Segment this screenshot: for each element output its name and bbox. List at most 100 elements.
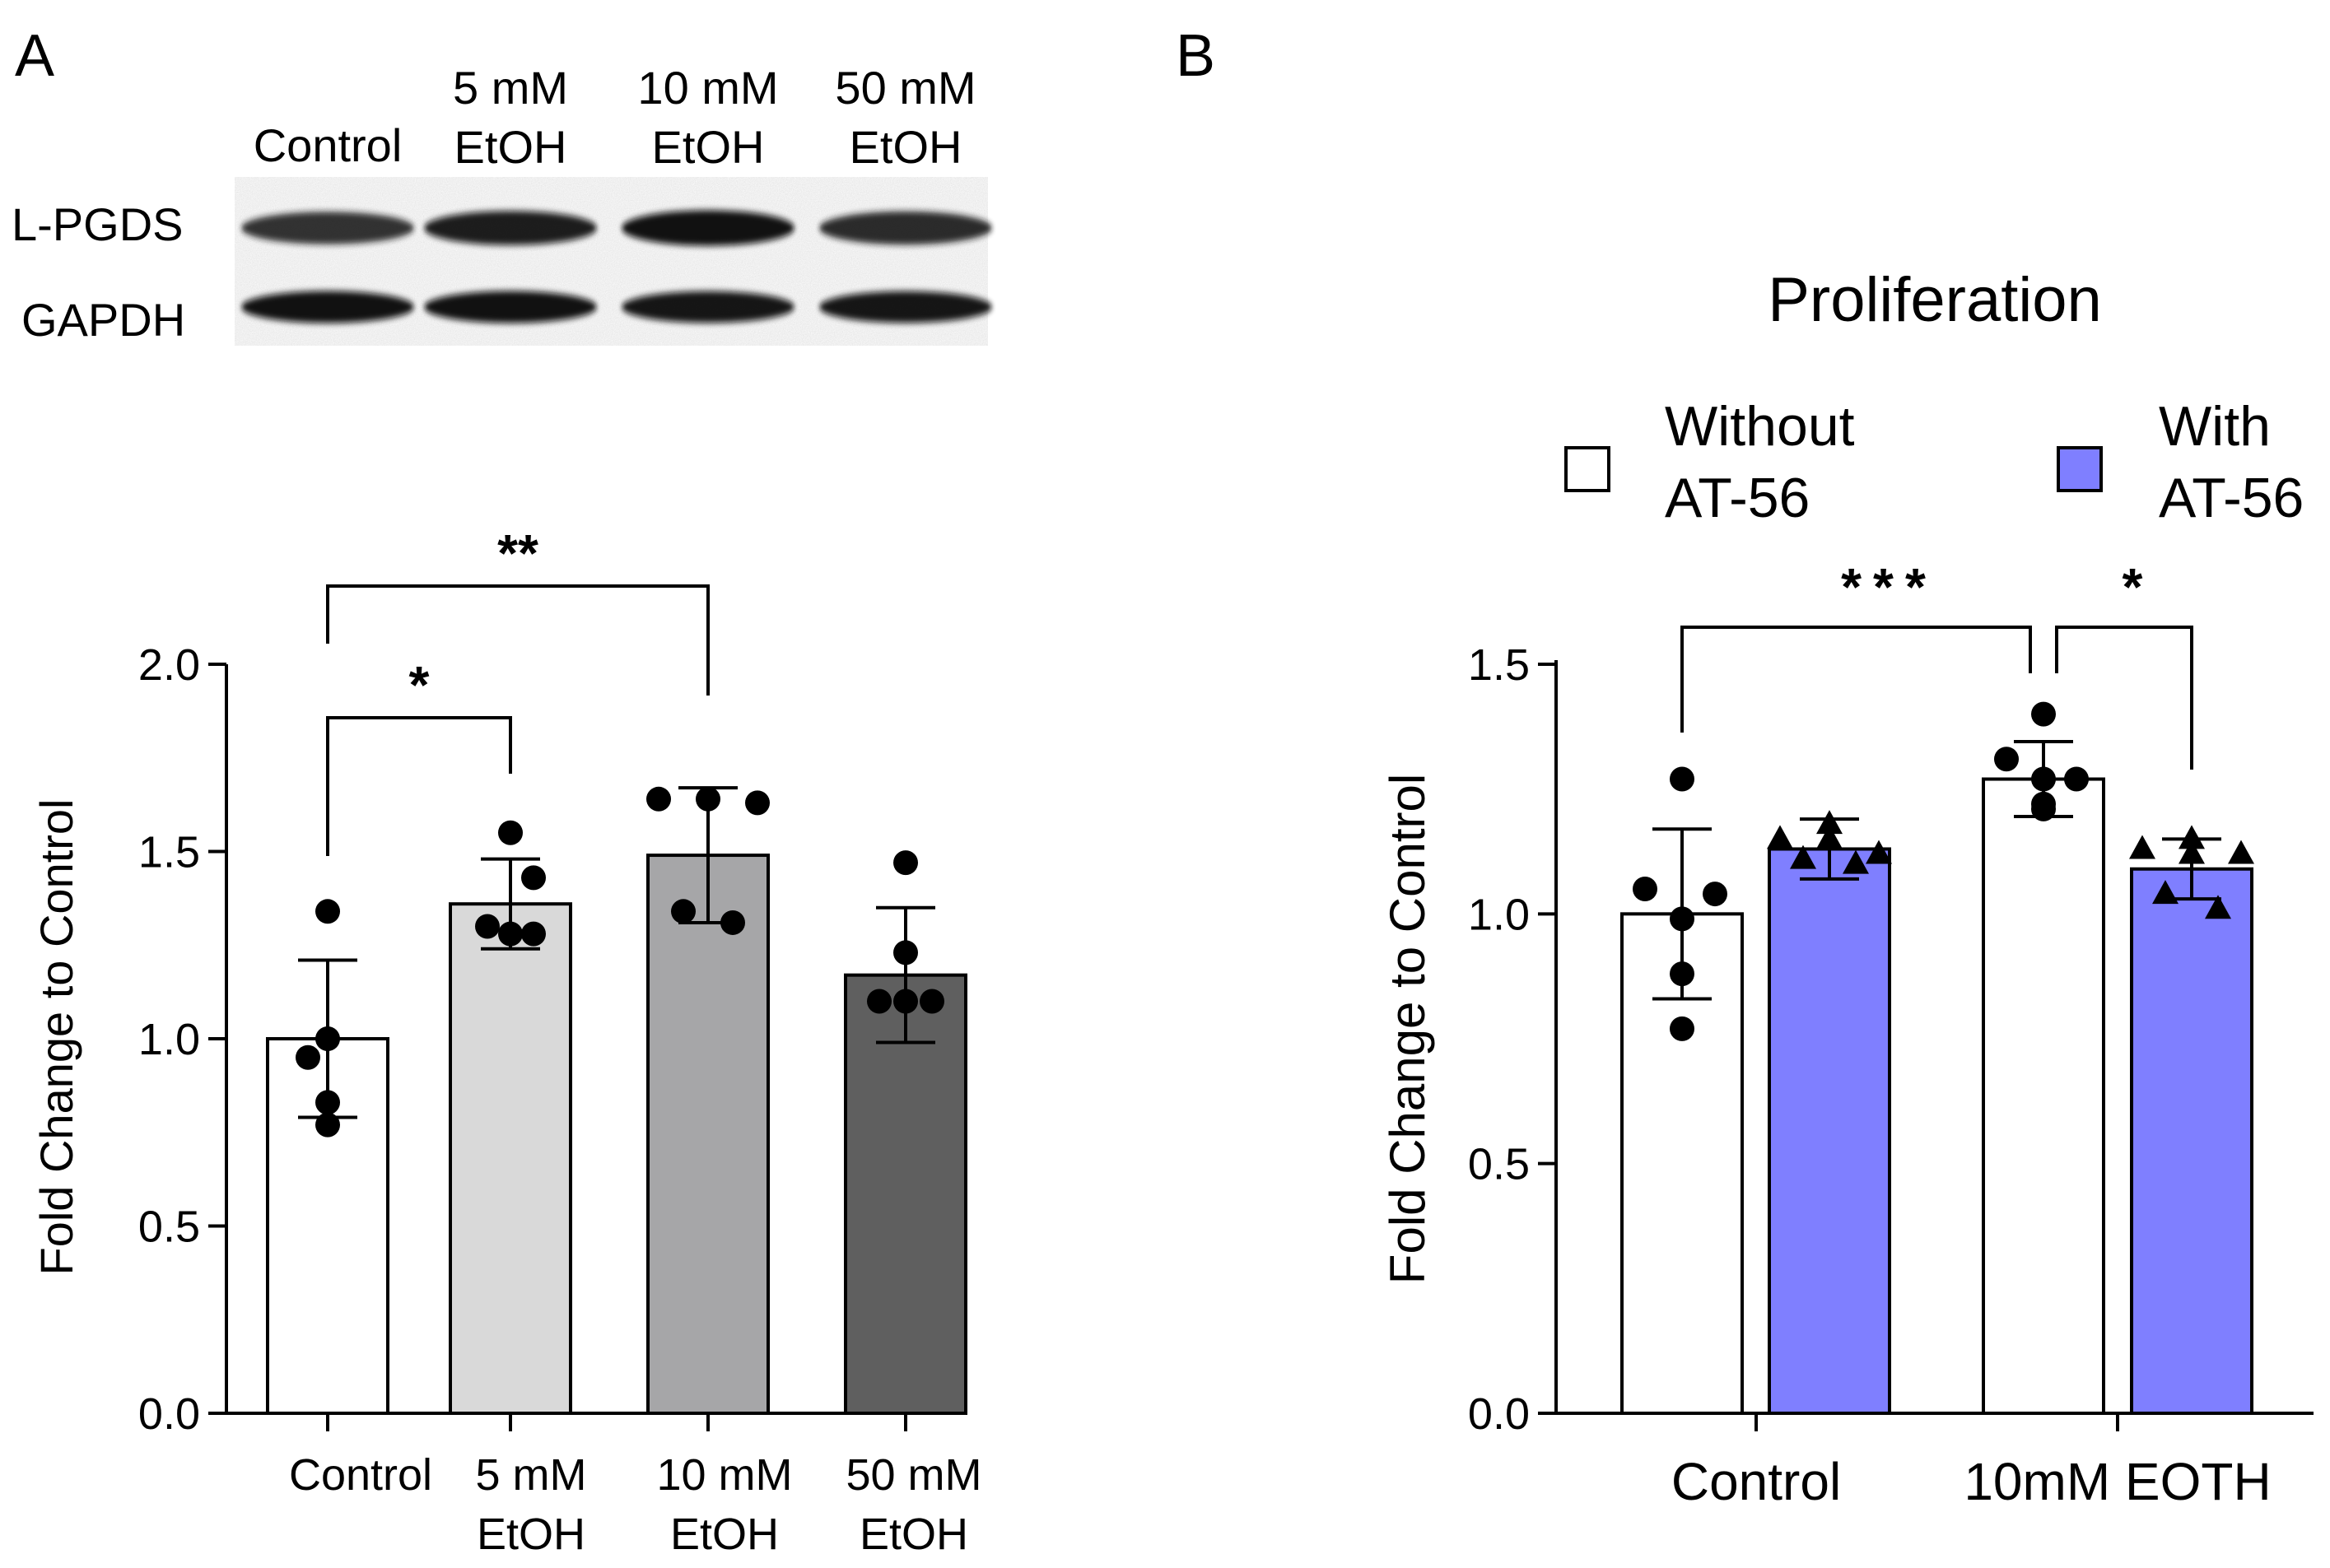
chart-b-ytick-label-1: 0.5 [1468, 1140, 1530, 1189]
chart-a-significance: *** [326, 523, 710, 856]
chart-a-yticks: 0.0 0.5 1.0 1.5 2.0 [138, 640, 226, 1439]
blot-band-l-pgds-2 [622, 210, 795, 246]
chart-a-point-3-0 [893, 850, 918, 876]
chart-b-point-0-1-2 [2064, 766, 2089, 792]
chart-a-sig-label-0: * [409, 655, 430, 714]
chart-b-errors [1652, 740, 2221, 1001]
chart-b-point-1-0-4 [1790, 844, 1816, 869]
chart-a-sig-bracket-0 [326, 716, 512, 856]
chart-b-point-1-0-3 [1866, 840, 1892, 864]
chart-a-xtick-label-3-line1: 50 mM [846, 1450, 981, 1500]
chart-b-sig-bracket-1 [2055, 626, 2193, 770]
chart-b-ylabel: Fold Change to Control [1380, 774, 1435, 1284]
blot-band-gapdh-0 [241, 291, 414, 323]
legend-label-with-line1: With [2159, 395, 2271, 458]
chart-a-ytick-label-0: 0.0 [138, 1389, 200, 1439]
chart-a-xtick-label-0: Control [289, 1450, 432, 1500]
chart-a-xtick-label-3-line2: EtOH [860, 1510, 968, 1559]
chart-b-legend: Without AT-56 With AT-56 [1564, 395, 2304, 529]
chart-b-point-1-0-1 [1767, 825, 1793, 849]
chart-b-ytick-label-3: 1.5 [1468, 640, 1530, 690]
chart-a-point-1-2 [475, 914, 500, 939]
chart-b-point-0-0-2 [1703, 882, 1727, 907]
chart-a-ytick-label-4: 2.0 [138, 640, 200, 690]
lane-label-50mm-line1: 50 mM [835, 62, 976, 114]
lane-label-control: Control [254, 119, 403, 171]
chart-a-point-3-2 [867, 989, 892, 1014]
chart-a-bar-1 [449, 902, 572, 1415]
legend-label-with-line2: AT-56 [2159, 467, 2304, 529]
chart-a-point-0-2 [296, 1045, 320, 1070]
panel-b: B Proliferation Without AT-56 With AT-56… [1176, 23, 2314, 1511]
chart-a-point-1-4 [521, 921, 546, 947]
chart-b-ytick-label-0: 0.0 [1468, 1389, 1530, 1439]
chart-a-ytick-label-1: 0.5 [138, 1203, 200, 1252]
blot-band-l-pgds-3 [819, 211, 992, 245]
chart-b-sig-bracket-0 [1680, 626, 2032, 733]
lane-label-10mm-line2: EtOH [652, 121, 765, 173]
chart-a-bar-2 [646, 854, 770, 1416]
chart-a-ylabel: Fold Change to Control [30, 798, 82, 1275]
lane-label-10mm-line1: 10 mM [637, 62, 778, 114]
chart-a-errors [298, 786, 935, 1119]
chart-a-sig-label-1: ** [497, 523, 538, 583]
blot-bands [241, 210, 992, 323]
chart-b-bar-1-1 [2130, 867, 2253, 1415]
lane-label-5mm-line1: 5 mM [453, 62, 568, 114]
chart-a-point-2-2 [745, 790, 770, 816]
chart-a-point-1-1 [521, 865, 546, 891]
chart-b-xtick-label-1: 10mM EOTH [1964, 1452, 2271, 1511]
chart-a-xticks: Control 5 mM EtOH 10 mM EtOH 50 mM EtOH [289, 1413, 982, 1559]
chart-b-ytick-label-2: 1.0 [1468, 890, 1530, 939]
chart-b-bars [1620, 777, 2253, 1416]
chart-b-bar-0-1 [1982, 777, 2105, 1415]
chart-b-significance: *** * [1680, 557, 2193, 770]
chart-b-points [1633, 701, 2254, 1041]
chart-b-point-0-0-5 [1670, 1016, 1694, 1041]
chart-b-point-0-1-1 [1994, 747, 2019, 772]
chart-b-point-0-0-1 [1633, 877, 1657, 901]
legend-label-without-line1: Without [1665, 395, 1855, 458]
chart-a-xtick-label-2-line2: EtOH [670, 1510, 779, 1559]
blot-band-gapdh-1 [424, 291, 597, 323]
chart-a-point-2-3 [671, 899, 696, 924]
blot-band-l-pgds-1 [424, 211, 597, 245]
legend-swatch-without [1564, 446, 1610, 492]
chart-a-ytick-label-2: 1.0 [138, 1015, 200, 1064]
chart-a-ytick-label-3: 1.5 [138, 828, 200, 877]
chart-b-sig-label-0: *** [1841, 557, 1937, 616]
blot-band-gapdh-3 [819, 291, 992, 323]
chart-b-xtick-label-0: Control [1671, 1452, 1841, 1511]
chart-a-sig-bracket-1 [326, 584, 710, 696]
chart-b-point-1-1-5 [2205, 895, 2231, 919]
legend-swatch-with [2057, 446, 2103, 492]
chart-b-sig-label-1: * [2123, 557, 2143, 616]
chart-a-xtick-label-2-line1: 10 mM [656, 1450, 792, 1500]
chart-a-point-0-0 [315, 899, 340, 924]
chart-a: Fold Change to Control 0.0 0.5 1.0 1.5 2.0 C… [30, 523, 982, 1559]
chart-b-point-1-0-5 [1843, 849, 1869, 874]
lane-label-5mm-line2: EtOH [454, 121, 567, 173]
chart-b-point-1-1-1 [2129, 835, 2155, 859]
legend-label-without-line2: AT-56 [1665, 467, 1810, 529]
blot-lane-labels: Control 5 mM EtOH 10 mM EtOH 50 mM EtOH [254, 62, 976, 173]
chart-b-title: Proliferation [1768, 265, 2102, 335]
western-blot: Control 5 mM EtOH 10 mM EtOH 50 mM EtOH … [12, 62, 992, 346]
panel-a: A Control 5 mM EtOH 10 mM EtOH 50 mM EtO… [12, 23, 992, 1559]
chart-b-point-0-1-0 [2031, 701, 2056, 727]
chart-a-point-2-0 [646, 786, 671, 812]
chart-b-point-1-1-0 [2179, 825, 2205, 849]
chart-b-yticks: 0.0 0.5 1.0 1.5 [1468, 640, 1556, 1439]
blot-row-label-lpgds: L-PGDS [12, 198, 184, 250]
blot-row-label-gapdh: GAPDH [21, 294, 185, 346]
chart-b-xticks: Control 10mM EOTH [1671, 1413, 2272, 1511]
chart-b-bar-1-0 [1768, 847, 1891, 1415]
blot-band-gapdh-2 [622, 291, 795, 323]
chart-a-xtick-label-1-line2: EtOH [477, 1510, 585, 1559]
chart-a-point-1-0 [498, 820, 523, 845]
panel-b-letter: B [1176, 23, 1215, 89]
chart-a-point-3-4 [920, 989, 944, 1014]
lane-label-50mm-line2: EtOH [850, 121, 962, 173]
panel-a-letter: A [15, 23, 54, 89]
